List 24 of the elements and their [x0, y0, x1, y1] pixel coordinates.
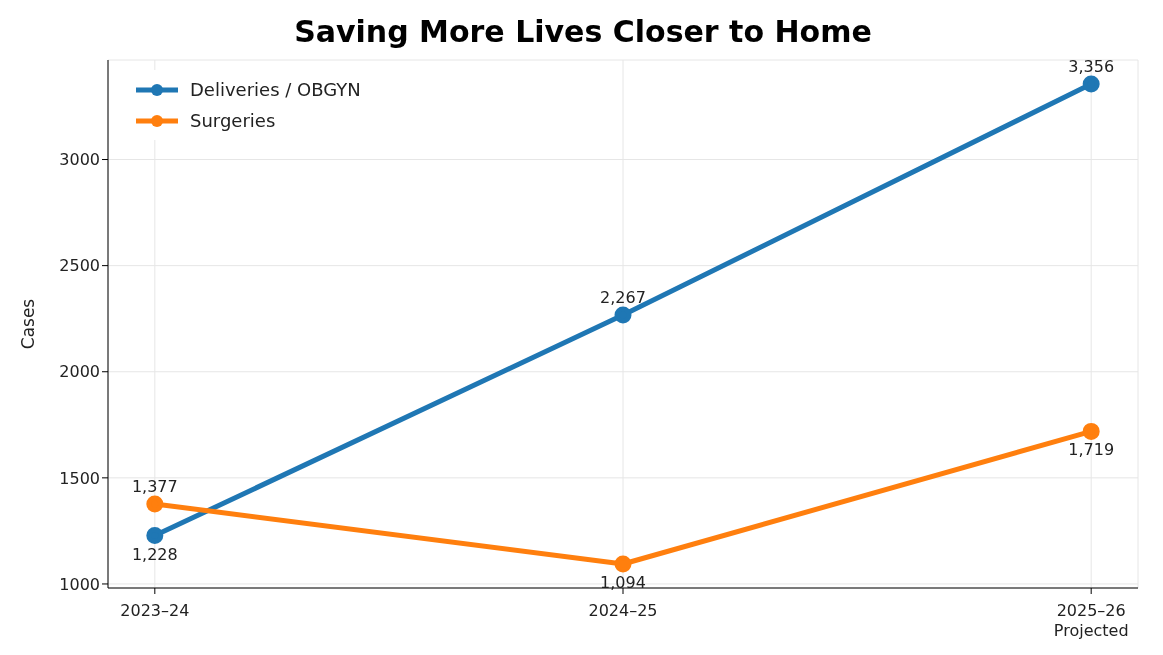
data-label: 1,228 [131, 544, 178, 564]
data-label: 1,094 [600, 573, 646, 593]
y-tick-label: 3000 [59, 150, 100, 170]
legend-label: Surgeries [190, 110, 276, 131]
data-label: 3,356 [1068, 56, 1115, 76]
point [1082, 75, 1100, 93]
x-tick-label: 2023–24 [120, 601, 190, 620]
point [614, 555, 632, 573]
data-label: 1,377 [131, 476, 178, 496]
x-tick-label: 2024–25 [588, 601, 658, 620]
point [614, 306, 632, 324]
y-tick-label: 1000 [59, 574, 100, 594]
data-label: 1,719 [1068, 440, 1115, 460]
x-tick-label: 2025–26 Projected [1053, 601, 1129, 640]
y-tick-label: 1500 [59, 468, 100, 488]
chart-title: Saving More Lives Closer to Home [293, 13, 873, 51]
y-tick-label: 2500 [59, 256, 100, 276]
point [1082, 422, 1100, 440]
data-label: 2,267 [600, 288, 646, 308]
legend-label: Deliveries / OBGYN [190, 79, 361, 100]
point [146, 495, 164, 513]
y-tick-label: 2000 [59, 362, 100, 382]
point [146, 527, 164, 545]
y-axis-title: Cases [18, 298, 39, 350]
